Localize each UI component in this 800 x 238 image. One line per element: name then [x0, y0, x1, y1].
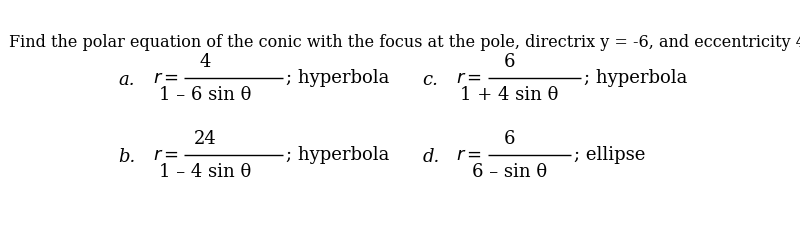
Text: c.: c. — [422, 71, 438, 89]
Text: $r=$: $r=$ — [457, 146, 482, 164]
Text: b.: b. — [118, 148, 136, 166]
Text: $r=$: $r=$ — [153, 69, 178, 87]
Text: ; hyperbola: ; hyperbola — [584, 69, 687, 87]
Text: Find the polar equation of the conic with the focus at the pole, directrix y = -: Find the polar equation of the conic wit… — [9, 34, 800, 51]
Text: 1 – 4 sin θ: 1 – 4 sin θ — [159, 163, 251, 180]
Text: 6: 6 — [503, 129, 515, 148]
Text: 6 – sin θ: 6 – sin θ — [472, 163, 546, 180]
Text: $r=$: $r=$ — [457, 69, 482, 87]
Text: $r=$: $r=$ — [153, 146, 178, 164]
Text: ; ellipse: ; ellipse — [574, 146, 646, 164]
Text: 24: 24 — [194, 129, 217, 148]
Text: 6: 6 — [503, 53, 515, 70]
Text: ; hyperbola: ; hyperbola — [286, 146, 390, 164]
Text: 4: 4 — [200, 53, 211, 70]
Text: ; hyperbola: ; hyperbola — [286, 69, 390, 87]
Text: a.: a. — [118, 71, 135, 89]
Text: 1 – 6 sin θ: 1 – 6 sin θ — [159, 85, 251, 104]
Text: 1 + 4 sin θ: 1 + 4 sin θ — [460, 85, 558, 104]
Text: d.: d. — [422, 148, 440, 166]
